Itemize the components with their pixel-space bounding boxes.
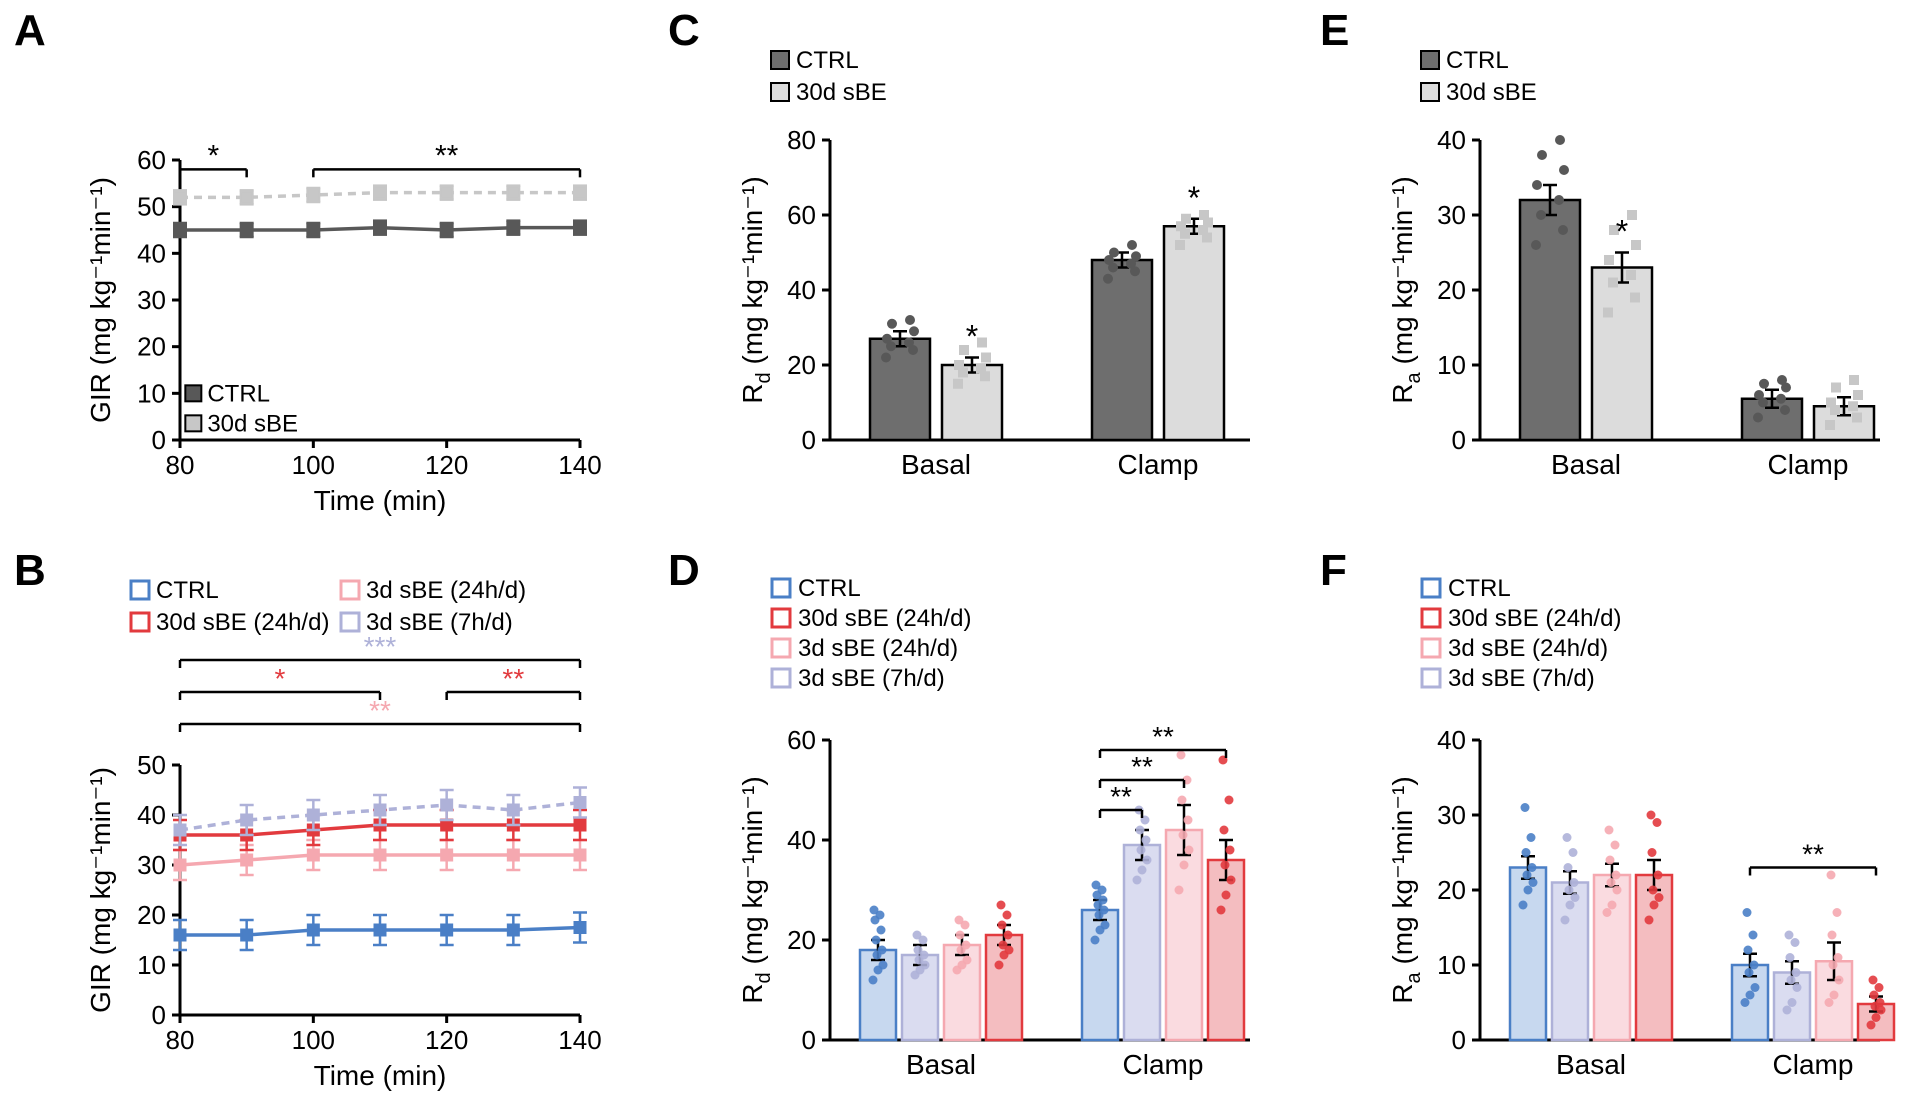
svg-text:**: ** <box>369 695 391 726</box>
svg-text:Clamp: Clamp <box>1773 1049 1854 1080</box>
svg-text:140: 140 <box>558 450 601 480</box>
panel-F: CTRL 30d sBE (24h/d) 3d sBE (24h/d) 3d sBE … <box>1370 570 1910 1090</box>
svg-text:3d sBE (24h/d): 3d sBE (24h/d) <box>366 577 526 604</box>
svg-text:20: 20 <box>137 900 166 930</box>
svg-text:**: ** <box>1802 839 1824 870</box>
svg-text:80: 80 <box>166 1025 195 1055</box>
svg-text:20: 20 <box>137 332 166 362</box>
svg-text:3d sBE (7h/d): 3d sBE (7h/d) <box>798 665 945 692</box>
svg-text:20: 20 <box>1437 275 1466 305</box>
svg-text:30d sBE (24h/d): 30d sBE (24h/d) <box>156 609 329 636</box>
svg-text:3d sBE (24h/d): 3d sBE (24h/d) <box>1448 635 1608 662</box>
panel-label-F: F <box>1320 546 1347 596</box>
svg-text:0: 0 <box>152 425 166 455</box>
svg-text:100: 100 <box>292 450 335 480</box>
svg-text:**: ** <box>502 663 524 694</box>
svg-text:30d sBE: 30d sBE <box>796 79 887 106</box>
svg-text:60: 60 <box>787 725 816 755</box>
svg-text:Rd (mg kg⁻¹min⁻¹): Rd (mg kg⁻¹min⁻¹) <box>737 176 775 403</box>
svg-text:Ra (mg kg⁻¹min⁻¹): Ra (mg kg⁻¹min⁻¹) <box>1387 176 1425 403</box>
svg-text:Ra (mg kg⁻¹min⁻¹): Ra (mg kg⁻¹min⁻¹) <box>1387 776 1425 1003</box>
svg-text:50: 50 <box>137 750 166 780</box>
svg-text:30d sBE: 30d sBE <box>207 410 298 437</box>
svg-text:10: 10 <box>1437 350 1466 380</box>
svg-text:**: ** <box>1131 751 1153 782</box>
svg-text:30: 30 <box>1437 200 1466 230</box>
svg-text:40: 40 <box>1437 125 1466 155</box>
svg-text:60: 60 <box>787 200 816 230</box>
svg-text:40: 40 <box>137 800 166 830</box>
svg-text:*: * <box>275 663 286 694</box>
svg-text:GIR (mg kg⁻¹min⁻¹): GIR (mg kg⁻¹min⁻¹) <box>85 767 116 1013</box>
panel-label-D: D <box>668 546 700 596</box>
svg-text:140: 140 <box>558 1025 601 1055</box>
svg-text:Clamp: Clamp <box>1123 1049 1204 1080</box>
svg-text:40: 40 <box>787 275 816 305</box>
svg-text:10: 10 <box>137 378 166 408</box>
svg-text:0: 0 <box>1452 1025 1466 1055</box>
svg-text:0: 0 <box>802 1025 816 1055</box>
panel-A: 801001201400102030405060Time (min)GIR (m… <box>60 40 620 510</box>
svg-text:Rd (mg kg⁻¹min⁻¹): Rd (mg kg⁻¹min⁻¹) <box>737 776 775 1003</box>
svg-text:*: * <box>966 319 978 355</box>
panel-E: CTRL 30d sBE 0 10 20 30 40 Ra (mg kg⁻¹min⁻¹) * Ba… <box>1370 40 1910 510</box>
svg-text:30: 30 <box>137 285 166 315</box>
svg-text:**: ** <box>1110 781 1132 812</box>
svg-text:*: * <box>1616 214 1628 250</box>
svg-text:0: 0 <box>152 1000 166 1030</box>
svg-text:20: 20 <box>1437 875 1466 905</box>
svg-text:30d sBE (24h/d): 30d sBE (24h/d) <box>798 605 971 632</box>
svg-text:CTRL: CTRL <box>1448 575 1511 602</box>
panel-C: CTRL 30d sBE 0 20 40 60 80 Rd (mg kg⁻¹min⁻¹) * * B… <box>720 40 1280 510</box>
svg-text:80: 80 <box>787 125 816 155</box>
svg-text:120: 120 <box>425 1025 468 1055</box>
panel-label-C: C <box>668 6 700 56</box>
panel-label-E: E <box>1320 6 1349 56</box>
svg-text:40: 40 <box>137 238 166 268</box>
svg-text:Clamp: Clamp <box>1768 449 1849 480</box>
svg-text:50: 50 <box>137 192 166 222</box>
svg-text:*: * <box>1188 180 1200 216</box>
svg-text:Clamp: Clamp <box>1118 449 1199 480</box>
svg-text:0: 0 <box>1452 425 1466 455</box>
svg-text:30: 30 <box>137 850 166 880</box>
svg-text:GIR (mg kg⁻¹min⁻¹): GIR (mg kg⁻¹min⁻¹) <box>85 177 116 423</box>
svg-text:20: 20 <box>787 350 816 380</box>
svg-text:10: 10 <box>1437 950 1466 980</box>
svg-text:CTRL: CTRL <box>798 575 861 602</box>
svg-text:Time (min): Time (min) <box>314 485 447 516</box>
svg-text:Basal: Basal <box>1551 449 1621 480</box>
svg-text:80: 80 <box>166 450 195 480</box>
svg-text:CTRL: CTRL <box>1446 47 1509 74</box>
svg-text:3d sBE (7h/d): 3d sBE (7h/d) <box>1448 665 1595 692</box>
svg-text:*: * <box>207 139 219 172</box>
svg-text:**: ** <box>1152 721 1174 752</box>
svg-text:30d sBE (24h/d): 30d sBE (24h/d) <box>1448 605 1621 632</box>
svg-text:Basal: Basal <box>906 1049 976 1080</box>
svg-text:40: 40 <box>1437 725 1466 755</box>
svg-text:30d sBE: 30d sBE <box>1446 79 1537 106</box>
svg-text:120: 120 <box>425 450 468 480</box>
svg-text:3d sBE (24h/d): 3d sBE (24h/d) <box>798 635 958 662</box>
svg-text:100: 100 <box>292 1025 335 1055</box>
svg-text:***: *** <box>364 631 397 662</box>
svg-text:20: 20 <box>787 925 816 955</box>
svg-text:Basal: Basal <box>901 449 971 480</box>
svg-text:0: 0 <box>802 425 816 455</box>
svg-text:10: 10 <box>137 950 166 980</box>
svg-text:60: 60 <box>137 145 166 175</box>
panel-label-B: B <box>14 546 46 596</box>
panel-B: CTRL3d sBE (24h/d)30d sBE (24h/d)3d sBE … <box>60 570 620 1090</box>
svg-text:**: ** <box>435 139 459 172</box>
svg-text:40: 40 <box>787 825 816 855</box>
svg-text:Basal: Basal <box>1556 1049 1626 1080</box>
svg-text:CTRL: CTRL <box>796 47 859 74</box>
panel-D: CTRL 30d sBE (24h/d) 3d sBE (24h/d) 3d sBE … <box>720 570 1280 1090</box>
svg-text:CTRL: CTRL <box>156 577 219 604</box>
svg-text:30: 30 <box>1437 800 1466 830</box>
svg-text:Time (min): Time (min) <box>314 1060 447 1091</box>
panel-label-A: A <box>14 6 46 56</box>
svg-text:CTRL: CTRL <box>207 380 270 407</box>
